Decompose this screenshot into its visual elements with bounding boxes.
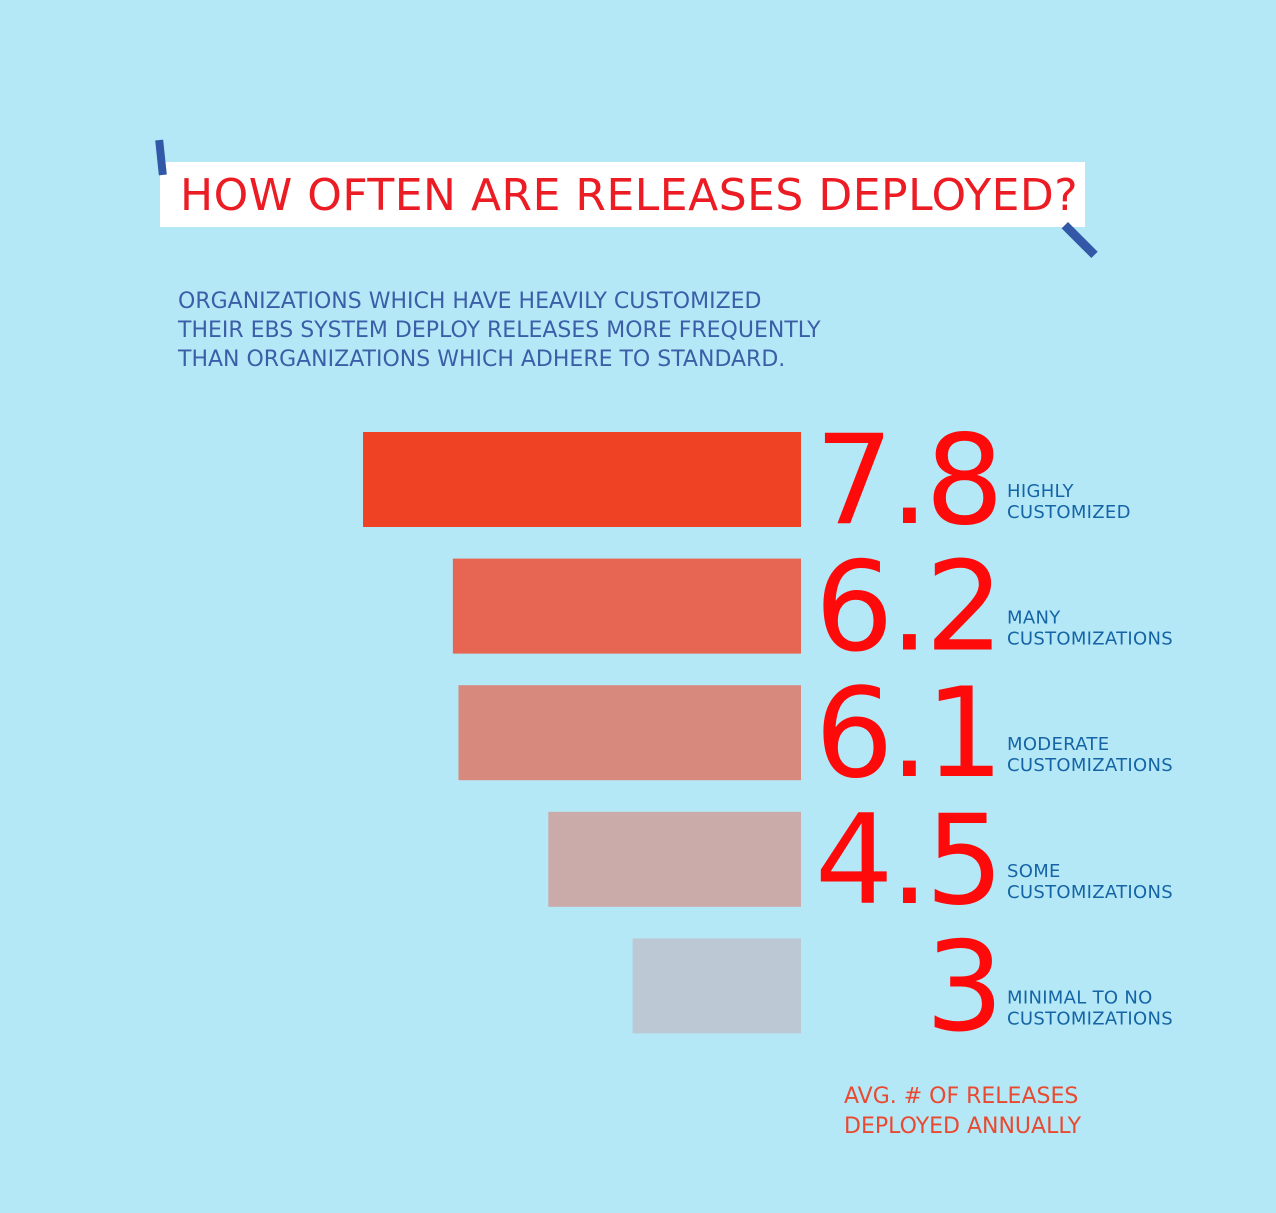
category-label: CUSTOMIZATIONS — [1007, 755, 1173, 776]
chart-footnote: AVG. # OF RELEASES DEPLOYED ANNUALLY — [844, 1082, 1081, 1142]
data-label: 3 — [925, 915, 1000, 1059]
category-label: CUSTOMIZATIONS — [1007, 882, 1173, 903]
data-label: 4.5 — [815, 789, 1000, 933]
bar — [458, 685, 801, 781]
category-label: HIGHLY — [1007, 481, 1074, 502]
category-label: MANY — [1007, 608, 1061, 629]
category-label: SOME — [1007, 861, 1061, 882]
subtitle-line: THAN ORGANIZATIONS WHICH ADHERE TO STAND… — [178, 347, 786, 372]
subtitle-line: ORGANIZATIONS WHICH HAVE HEAVILY CUSTOMI… — [178, 289, 762, 314]
chart-subtitle: ORGANIZATIONS WHICH HAVE HEAVILY CUSTOMI… — [178, 287, 821, 374]
category-label: CUSTOMIZATIONS — [1007, 629, 1173, 650]
category-label: MINIMAL TO NO — [1007, 987, 1153, 1008]
bar — [632, 938, 801, 1034]
title-box — [160, 162, 1085, 227]
bar — [363, 432, 801, 527]
bar — [452, 558, 801, 654]
category-label: MODERATE — [1007, 734, 1109, 755]
data-label: 6.1 — [815, 662, 1000, 806]
subtitle-line: THEIR EBS SYSTEM DEPLOY RELEASES MORE FR… — [178, 318, 821, 343]
bar — [548, 811, 801, 907]
category-label: CUSTOMIZATIONS — [1007, 1008, 1173, 1029]
footnote-line: AVG. # OF RELEASES — [844, 1084, 1079, 1109]
data-label: 7.8 — [815, 409, 1000, 553]
footnote-line: DEPLOYED ANNUALLY — [844, 1114, 1082, 1139]
chart-title: HOW OFTEN ARE RELEASES DEPLOYED? — [180, 170, 1079, 221]
data-label: 6.2 — [815, 536, 1000, 680]
category-label: CUSTOMIZED — [1007, 502, 1131, 523]
